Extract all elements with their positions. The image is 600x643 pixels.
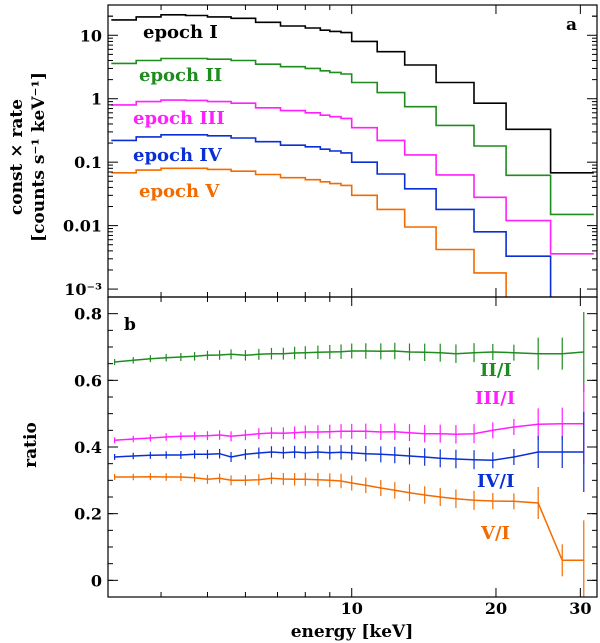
- y-tick-label-a: 1: [91, 90, 102, 109]
- y-axis-label-a-units: [counts s⁻¹ keV⁻¹]: [29, 72, 49, 242]
- svg-text:const × rate: const × rate: [7, 99, 27, 215]
- svg-text:[counts s⁻¹ keV⁻¹]: [counts s⁻¹ keV⁻¹]: [29, 72, 49, 242]
- panel-a-label: a: [566, 15, 577, 35]
- series-a-5: [111, 167, 507, 297]
- x-tick-label: 30: [569, 599, 591, 618]
- legend-label-b-1: II/I: [480, 360, 512, 381]
- series-b-3: [114, 451, 584, 462]
- y-tick-label-b: 0.6: [74, 371, 102, 390]
- x-tick-label: 20: [485, 599, 507, 618]
- y-tick-label-b: 0.8: [74, 305, 102, 324]
- panel-b: II/I III/I IV/I V/I 10 20 30 0 0.2 0.4 0.6 0.8: [74, 296, 598, 618]
- y-tick-label-b: 0.2: [74, 505, 102, 524]
- legend-label-b-2: III/I: [475, 388, 515, 409]
- panel-b-label: b: [124, 315, 136, 335]
- plot-frame-b: [107, 296, 598, 598]
- panel-a: epoch I epoch II epoch III epoch IV epoch V 1…: [63, 4, 598, 299]
- y-tick-label-a: 0.1: [74, 153, 102, 172]
- legend-label-a-4: epoch IV: [133, 145, 223, 166]
- series-a-4: [111, 134, 552, 297]
- legend-label-a-3: epoch III: [133, 108, 225, 129]
- series-a-1: [111, 14, 594, 174]
- y-tick-label-a: 0.01: [63, 217, 102, 236]
- y-axis-label-a: const × rate: [7, 99, 27, 215]
- series-a-3: [111, 99, 594, 255]
- series-b-2: [114, 422, 584, 442]
- series-b-1: [114, 350, 584, 363]
- legend-label-b-3: IV/I: [477, 471, 514, 492]
- series-b-4: [114, 475, 584, 562]
- legend-label-a-5: epoch V: [139, 181, 220, 202]
- y-tick-label-b: 0.4: [74, 438, 102, 457]
- y-tick-label-b: 0: [91, 571, 102, 590]
- y-tick-label-a: 10: [80, 26, 102, 45]
- svg-text:ratio: ratio: [21, 422, 41, 468]
- legend-label-a-1: epoch I: [143, 22, 218, 43]
- y-tick-label-a: 10⁻³: [64, 280, 102, 299]
- series-a-2: [111, 57, 594, 216]
- y-axis-label-b: ratio: [21, 422, 41, 468]
- x-tick-label: 10: [341, 599, 363, 618]
- legend-label-b-4: V/I: [480, 523, 510, 544]
- x-axis-label: energy [keV]: [291, 622, 414, 642]
- legend-label-a-2: epoch II: [139, 65, 222, 86]
